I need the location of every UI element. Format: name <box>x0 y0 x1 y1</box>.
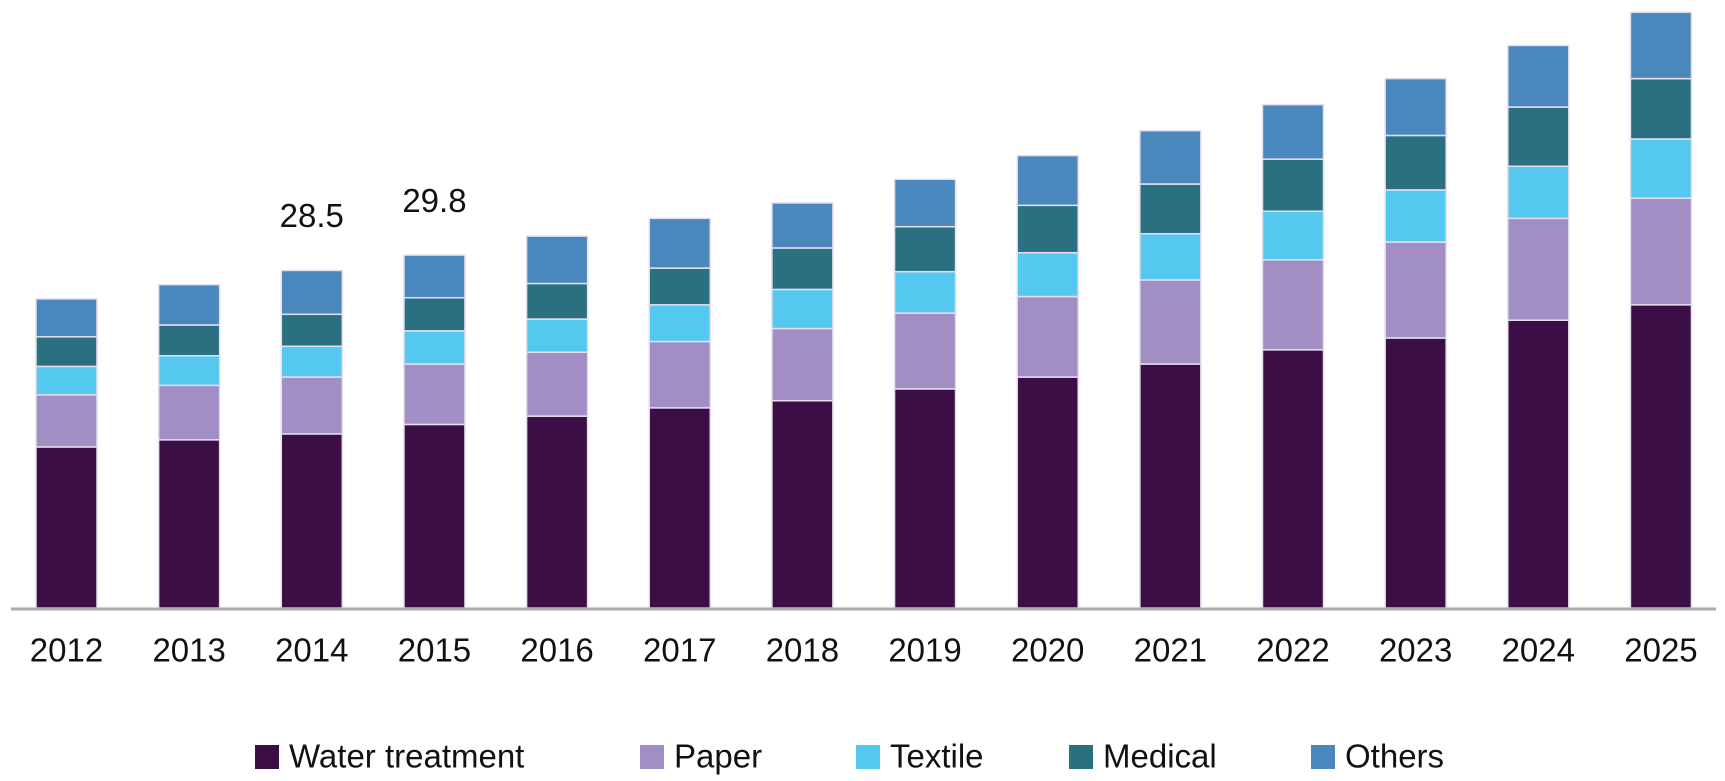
bar-segment <box>157 324 221 357</box>
bar-segment <box>893 178 957 228</box>
bar-segment <box>648 407 711 609</box>
legend-swatch <box>640 745 664 769</box>
bar-segment <box>403 254 466 299</box>
x-tick-label: 2015 <box>398 632 471 669</box>
bar-segment <box>1016 376 1079 609</box>
bar-segment <box>648 267 711 306</box>
bar-segment <box>893 388 957 609</box>
x-tick-label: 2014 <box>275 632 348 669</box>
total-label: 29.8 <box>402 182 466 219</box>
x-tick-label: 2018 <box>766 632 839 669</box>
x-tick-label: 2016 <box>520 632 593 669</box>
bar-segment <box>1016 154 1079 207</box>
x-tick-label: 2021 <box>1134 632 1207 669</box>
bar-segment <box>525 235 589 285</box>
bar-segment <box>157 283 221 326</box>
bar-segment <box>1016 204 1079 254</box>
bar-segment <box>771 399 834 609</box>
bar-segment <box>280 376 344 435</box>
x-tick-label: 2019 <box>888 632 961 669</box>
bar-segment <box>1139 233 1202 281</box>
legend-swatch <box>1311 745 1335 769</box>
bar-segment <box>1507 44 1570 108</box>
bar-segment <box>1629 197 1693 306</box>
x-tick-label: 2013 <box>152 632 225 669</box>
bar-segment <box>771 327 834 402</box>
bar-segment <box>403 423 466 609</box>
bar-segment <box>1016 295 1079 378</box>
bar-segment <box>648 304 711 343</box>
total-label: 28.5 <box>280 197 344 234</box>
bar-segment <box>1384 189 1447 243</box>
bar-segment <box>403 363 466 426</box>
bar-segment <box>648 340 711 409</box>
bar-segment <box>525 282 589 320</box>
bar-segment <box>35 446 98 609</box>
bar-segment <box>771 202 834 249</box>
x-tick-label: 2023 <box>1379 632 1452 669</box>
bar-segment <box>280 433 344 609</box>
legend-swatch <box>255 745 279 769</box>
bar-segment <box>1629 304 1693 609</box>
legend-label: Textile <box>890 738 984 775</box>
legend-label: Medical <box>1103 738 1217 775</box>
bar-segment <box>1261 349 1325 609</box>
bar-segment <box>1261 259 1325 351</box>
bar-segment <box>35 298 98 338</box>
bar-segment <box>1139 279 1202 365</box>
bar-segment <box>1261 210 1325 261</box>
legend-label: Water treatment <box>289 738 524 775</box>
bar-segment <box>1139 183 1202 235</box>
x-tick-label: 2020 <box>1011 632 1084 669</box>
bar-segment <box>280 269 344 316</box>
bar-segment <box>1629 77 1693 140</box>
x-tick-label: 2017 <box>643 632 716 669</box>
bar-segment <box>1629 11 1693 80</box>
bar-segment <box>280 313 344 348</box>
bar-segment <box>1384 77 1447 137</box>
bar-segment <box>1384 337 1447 609</box>
bar-segment <box>1629 138 1693 199</box>
bar-segment <box>35 394 98 448</box>
legend-label: Paper <box>674 738 762 775</box>
bar-segment <box>1261 103 1325 160</box>
bar-segment <box>157 354 221 387</box>
bar-segment <box>893 312 957 390</box>
bar-segment <box>893 225 957 273</box>
bar-segment <box>157 439 221 609</box>
bar-segment <box>280 345 344 378</box>
bar-segment <box>1139 363 1202 609</box>
bar-segment <box>893 270 957 314</box>
bar-segment <box>1384 241 1447 339</box>
x-tick-label: 2025 <box>1624 632 1697 669</box>
bar-segment <box>403 330 466 365</box>
bar-segment <box>1507 106 1570 168</box>
bar-segment <box>1507 319 1570 609</box>
bar-segment <box>525 415 589 609</box>
bar-segment <box>1261 158 1325 213</box>
bar-segment <box>1016 251 1079 298</box>
legend-swatch <box>856 745 880 769</box>
bar-segment <box>157 384 221 441</box>
bar-segment <box>525 318 589 353</box>
bar-segment <box>35 336 98 368</box>
x-tick-label: 2022 <box>1256 632 1329 669</box>
bar-segment <box>771 288 834 330</box>
legend-label: Others <box>1345 738 1444 775</box>
bar-segment <box>771 247 834 291</box>
bar-segment <box>1507 217 1570 321</box>
bar-segment <box>403 296 466 332</box>
bar-segment <box>525 351 589 417</box>
bar-segment <box>35 365 98 396</box>
legend-swatch <box>1069 745 1093 769</box>
bar-segment <box>1139 129 1202 185</box>
bar-segment <box>648 217 711 269</box>
x-tick-label: 2012 <box>30 632 103 669</box>
bar-segment <box>1384 134 1447 191</box>
bar-segment <box>1507 165 1570 220</box>
x-tick-label: 2024 <box>1502 632 1575 669</box>
